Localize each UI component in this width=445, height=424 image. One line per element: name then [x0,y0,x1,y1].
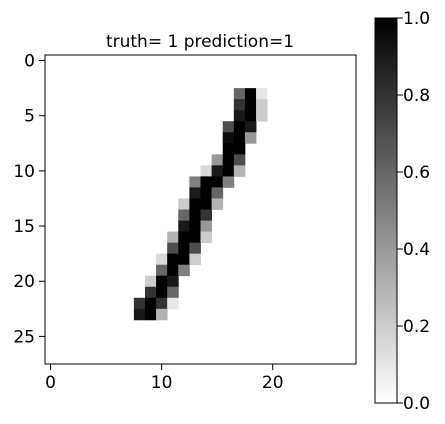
pixel-cell [233,88,246,100]
pixel-cell [200,231,213,244]
pixel-cell [178,253,190,266]
colorbar-tick-label: 0.0 [403,394,430,414]
pixel-cell [144,308,157,321]
pixel-cell [189,209,201,221]
pixel-cell [244,99,257,111]
pixel-cell [222,121,235,133]
pixel-cell [167,264,179,277]
pixel-cell [189,242,201,255]
pixel-cell [233,165,246,177]
pixel-cell [222,132,235,144]
pixel-cell [222,154,235,166]
pixel-cell [211,176,224,188]
pixel-cell [178,231,190,244]
pixel-cell [233,154,246,166]
digit-image [133,88,268,321]
pixel-cell [244,132,257,144]
pixel-cell [167,231,179,244]
pixel-cell [133,308,146,321]
pixel-cell [167,275,179,288]
pixel-cell [233,121,246,133]
x-axis: 0 10 20 [45,364,284,393]
pixel-cell [222,143,235,155]
pixel-cell [189,220,201,232]
colorbar-tick-label: 1.0 [403,9,430,29]
pixel-cell [133,297,146,310]
pixel-cell [211,154,224,166]
plot-frame [44,54,357,365]
x-tick-label: 10 [151,373,173,393]
pixel-cell [200,176,213,188]
pixel-cell [233,99,246,111]
pixel-cell [189,176,201,188]
y-tick-label: 20 [13,272,35,292]
pixel-cell [189,231,201,244]
colorbar-tick-label: 0.8 [403,86,430,106]
pixel-cell [167,253,179,266]
colorbar-tick-label: 0.2 [403,317,430,337]
pixel-cell [244,88,257,100]
pixel-cell [178,220,190,232]
pixel-cell [178,198,190,210]
pixel-cell [167,297,179,310]
pixel-cell [189,198,201,210]
pixel-cell [200,187,213,199]
x-tick-label: 0 [45,373,56,393]
y-tick-label: 5 [24,107,35,127]
y-tick-label: 0 [24,52,35,72]
pixel-cell [189,253,201,266]
pixel-cell [156,264,168,277]
pixel-cell [222,165,235,177]
pixel-cell [211,187,224,199]
y-tick-label: 15 [13,217,35,237]
pixel-cell [211,198,224,210]
chart-title: truth= 1 prediction=1 [106,32,294,52]
colorbar-ticks: 0.0 0.2 0.4 0.6 0.8 1.0 [397,9,430,414]
pixel-cell [233,132,246,144]
y-axis: 0 5 10 15 20 25 [13,52,45,347]
pixel-cell [256,88,268,100]
pixel-cell [200,165,213,177]
pixel-cell [233,143,246,155]
pixel-cell [200,198,213,210]
colorbar-tick-label: 0.6 [403,163,430,183]
pixel-cell [178,242,190,255]
y-tick-label: 10 [13,162,35,182]
pixel-cell [200,209,213,221]
pixel-cell [244,121,257,133]
y-tick-label: 25 [13,327,35,347]
pixel-cell [178,209,190,221]
x-tick-label: 20 [262,373,284,393]
pixel-cell [144,275,157,288]
pixel-cell [144,286,157,299]
pixel-cell [233,110,246,122]
pixel-cell [211,165,224,177]
pixel-cell [244,110,257,122]
pixel-cell [167,242,179,255]
pixel-cell [178,264,190,277]
pixel-cell [167,286,179,299]
pixel-cell [256,99,268,111]
colorbar-tick-label: 0.4 [403,240,430,260]
pixel-cell [144,297,157,310]
pixel-cell [256,110,268,122]
colorbar: 0.0 0.2 0.4 0.6 0.8 1.0 [374,9,430,414]
pixel-cell [156,253,168,266]
pixel-cell [222,176,235,188]
pixel-cell [156,275,168,288]
colorbar-gradient [374,17,398,404]
pixel-cell [189,187,201,199]
pixel-cell [156,297,168,310]
pixel-cell [156,308,168,321]
pixel-cell [200,220,213,232]
pixel-cell [156,286,168,299]
